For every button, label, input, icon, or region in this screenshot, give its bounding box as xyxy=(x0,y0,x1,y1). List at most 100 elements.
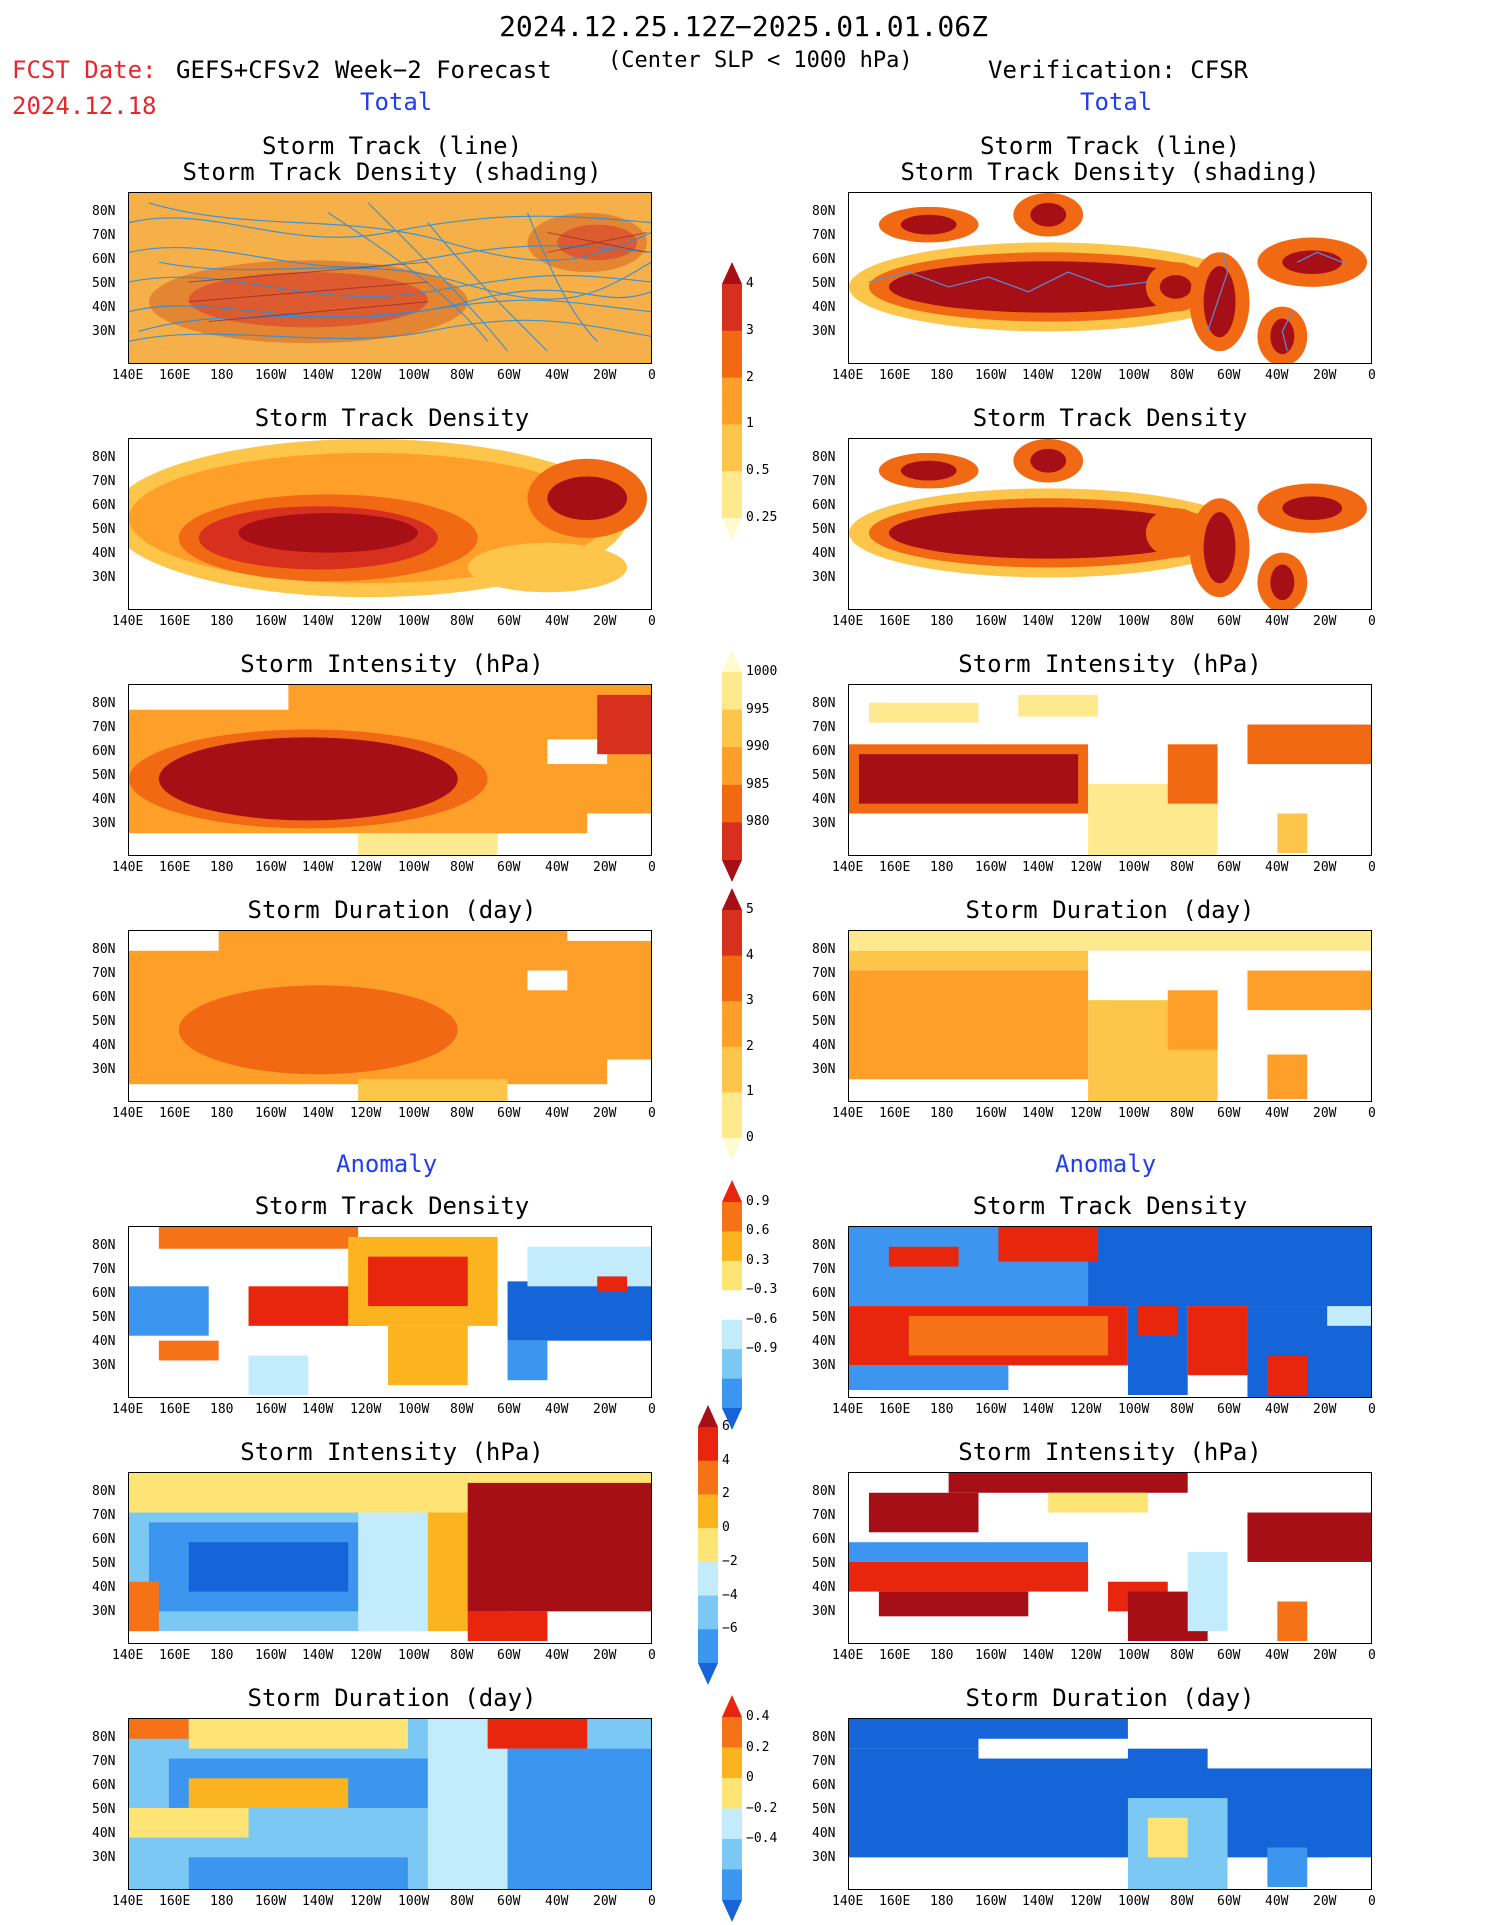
lon-tick-label: 0 xyxy=(1368,860,1376,875)
lat-tick-label: 50N xyxy=(92,1556,116,1571)
lon-tick-label: 180 xyxy=(210,614,234,629)
lat-tick-label: 40N xyxy=(92,300,116,315)
lat-tick-label: 30N xyxy=(92,1604,116,1619)
lon-tick-label: 100W xyxy=(398,368,430,383)
colorbar-swatch xyxy=(722,1231,742,1262)
lon-tick-label: 20W xyxy=(1313,860,1337,875)
lat-tick-label: 30N xyxy=(812,1850,836,1865)
lon-tick-label: 0 xyxy=(648,1894,656,1909)
title-track-line-verif: Storm Track (line) xyxy=(979,132,1241,160)
criterion-title: (Center SLP < 1000 hPa) xyxy=(608,48,913,73)
lon-tick-label: 160E xyxy=(879,1106,911,1121)
lat-tick-label: 60N xyxy=(812,498,836,513)
lat-tick-label: 60N xyxy=(92,252,116,267)
colorbar-swatch xyxy=(722,784,742,823)
lat-tick-label: 30N xyxy=(92,324,116,339)
lat-tick-label: 70N xyxy=(92,474,116,489)
lon-tick-label: 120W xyxy=(350,1648,382,1663)
title-density-verif: Storm Track Density xyxy=(972,404,1248,432)
colorbar-swatch xyxy=(722,1001,742,1048)
colorbar-swatch xyxy=(698,1405,718,1427)
colorbar-label: 0.2 xyxy=(746,1739,770,1755)
lon-tick-label: 100W xyxy=(398,1106,430,1121)
lat-tick-label: 40N xyxy=(812,300,836,315)
lat-tick-label: 40N xyxy=(92,1580,116,1595)
section-total-verification: Total xyxy=(1080,88,1153,116)
colorbar-swatch xyxy=(722,262,742,284)
lon-tick-label: 20W xyxy=(1313,1894,1337,1909)
colorbar-swatch xyxy=(722,1290,742,1321)
lon-tick-label: 60W xyxy=(1217,1106,1241,1121)
lon-tick-label: 180 xyxy=(210,368,234,383)
colorbar-label: −0.2 xyxy=(746,1800,778,1816)
lat-tick-label: 50N xyxy=(92,522,116,537)
lat-tick-label: 30N xyxy=(92,816,116,831)
colorbar-swatch xyxy=(722,1180,742,1202)
lat-tick-label: 40N xyxy=(812,792,836,807)
lon-tick-label: 20W xyxy=(1313,368,1337,383)
lon-tick-label: 160E xyxy=(879,1894,911,1909)
lon-tick-label: 140E xyxy=(832,1106,864,1121)
lon-tick-label: 80W xyxy=(1170,614,1194,629)
colorbar-label: −0.4 xyxy=(746,1831,778,1846)
lon-tick-label: 0 xyxy=(648,860,656,875)
title-duration-anom-fcst: Storm Duration (day) xyxy=(247,1684,537,1712)
lon-tick-label: 100W xyxy=(398,1648,430,1663)
lon-tick-label: 160E xyxy=(879,860,911,875)
lon-tick-label: 20W xyxy=(593,1106,617,1121)
map-duration-verif xyxy=(848,930,1372,1102)
colorbar-label: 4 xyxy=(746,276,754,291)
lat-tick-label: 80N xyxy=(92,1238,116,1253)
colorbar-label: −0.6 xyxy=(746,1311,778,1327)
lon-tick-label: 120W xyxy=(350,1402,382,1417)
lon-tick-label: 160E xyxy=(879,614,911,629)
colorbar-swatch xyxy=(722,424,742,472)
section-anomaly-verification: Anomaly xyxy=(1055,1150,1157,1178)
colorbar-swatch xyxy=(698,1629,718,1664)
map-duration-fcst xyxy=(128,930,652,1102)
colorbar-swatch xyxy=(722,1349,742,1380)
lon-tick-label: 40W xyxy=(1265,1894,1289,1909)
map-density-anom-verif xyxy=(848,1226,1372,1398)
colorbar-label: 3 xyxy=(746,993,754,1009)
lon-tick-label: 100W xyxy=(1118,1894,1150,1909)
lon-tick-label: 180 xyxy=(930,1894,954,1909)
lon-tick-label: 0 xyxy=(648,368,656,383)
lon-tick-label: 140E xyxy=(832,368,864,383)
lon-tick-label: 0 xyxy=(648,1402,656,1417)
lon-tick-label: 140E xyxy=(832,614,864,629)
title-duration-anom-verif: Storm Duration (day) xyxy=(965,1684,1255,1712)
colorbar-swatch xyxy=(698,1494,718,1529)
lat-tick-label: 80N xyxy=(92,450,116,465)
lon-tick-label: 40W xyxy=(1265,368,1289,383)
lon-tick-label: 120W xyxy=(1070,614,1102,629)
lon-tick-label: 20W xyxy=(1313,1648,1337,1663)
map-duration-anom-fcst xyxy=(128,1718,652,1890)
lon-tick-label: 180 xyxy=(930,1402,954,1417)
lon-tick-label: 140W xyxy=(1022,368,1054,383)
lon-tick-label: 20W xyxy=(1313,1106,1337,1121)
lon-tick-label: 140E xyxy=(832,1894,864,1909)
colorbar-label: 1 xyxy=(746,1084,754,1100)
lat-tick-label: 30N xyxy=(812,1604,836,1619)
colorbar-label: 990 xyxy=(746,739,770,755)
lon-tick-label: 100W xyxy=(1118,1402,1150,1417)
lon-tick-label: 140W xyxy=(302,368,334,383)
lat-tick-label: 50N xyxy=(812,1310,836,1325)
lon-tick-label: 20W xyxy=(593,860,617,875)
lon-tick-label: 100W xyxy=(398,1402,430,1417)
lon-tick-label: 180 xyxy=(210,1402,234,1417)
verification-title: Verification: CFSR xyxy=(988,56,1249,84)
lat-tick-label: 50N xyxy=(812,1556,836,1571)
lon-tick-label: 140W xyxy=(1022,1106,1054,1121)
lat-tick-label: 70N xyxy=(92,228,116,243)
lon-tick-label: 180 xyxy=(930,368,954,383)
colorbar-density_total xyxy=(722,262,762,540)
lon-tick-label: 180 xyxy=(930,1648,954,1663)
lon-tick-label: 80W xyxy=(450,614,474,629)
lon-tick-label: 100W xyxy=(1118,614,1150,629)
lon-tick-label: 80W xyxy=(1170,1106,1194,1121)
colorbar-swatch xyxy=(722,910,742,957)
forecast-date-label: FCST Date: xyxy=(12,56,157,84)
lat-tick-label: 30N xyxy=(812,570,836,585)
